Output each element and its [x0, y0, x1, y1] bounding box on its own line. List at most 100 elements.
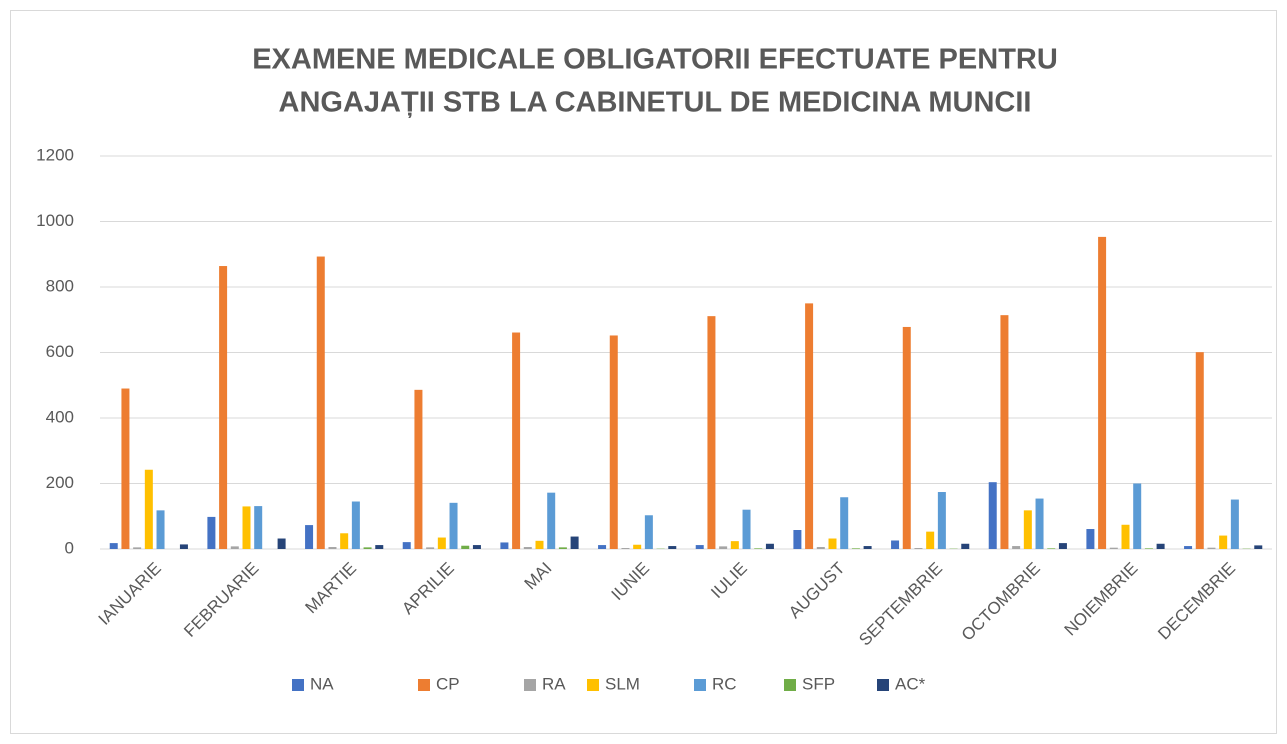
bar — [316, 256, 325, 549]
bar — [1109, 547, 1118, 549]
bar — [633, 544, 642, 549]
y-tick-label: 1000 — [36, 211, 74, 230]
bar — [609, 335, 618, 549]
bar — [570, 536, 579, 549]
y-tick-label: 0 — [65, 538, 74, 557]
chart-title: ANGAJAȚII STB LA CABINETUL DE MEDICINA M… — [279, 87, 1032, 119]
bar — [207, 516, 216, 549]
bar — [1023, 510, 1032, 549]
bar — [851, 548, 860, 549]
bar — [1121, 524, 1130, 549]
bar — [1156, 543, 1165, 549]
legend-swatch — [524, 679, 536, 691]
bar — [1254, 545, 1263, 549]
bar — [363, 547, 372, 549]
bar — [472, 545, 481, 549]
bar — [277, 538, 286, 549]
bar — [644, 515, 653, 549]
bar — [828, 538, 837, 549]
chart-title: EXAMENE MEDICALE OBLIGATORII EFECTUATE P… — [252, 44, 1058, 76]
bar — [219, 266, 228, 549]
bar — [719, 546, 728, 549]
bar — [414, 389, 423, 549]
bar — [961, 543, 970, 549]
bar — [109, 543, 118, 549]
bar — [1035, 498, 1044, 549]
bar — [754, 548, 763, 549]
legend-label: AC* — [895, 674, 926, 693]
bar — [340, 533, 349, 549]
bar — [707, 316, 716, 549]
bar — [500, 542, 509, 549]
legend-swatch — [694, 679, 706, 691]
bar — [523, 547, 532, 549]
bar — [926, 531, 935, 549]
bar — [449, 502, 458, 549]
legend-swatch — [587, 679, 599, 691]
bar — [742, 509, 751, 549]
bar — [816, 547, 825, 549]
bar — [891, 540, 900, 549]
bar — [765, 543, 774, 549]
legend-swatch — [418, 679, 430, 691]
bar — [426, 547, 435, 549]
legend-label: NA — [310, 674, 334, 693]
bar — [988, 482, 997, 549]
legend-swatch — [877, 679, 889, 691]
bar — [793, 530, 802, 549]
bar — [547, 492, 556, 549]
bar — [133, 547, 142, 549]
legend-swatch — [784, 679, 796, 691]
bar — [1058, 543, 1067, 549]
bar — [230, 546, 239, 549]
bar — [914, 548, 923, 549]
bar — [1195, 352, 1204, 549]
bar — [1133, 483, 1142, 549]
bar — [1000, 315, 1009, 549]
bar — [156, 510, 165, 549]
y-tick-label: 600 — [46, 342, 74, 361]
bar — [179, 544, 188, 549]
bar — [121, 388, 130, 549]
y-tick-label: 800 — [46, 276, 74, 295]
bar — [621, 548, 630, 549]
bar — [1047, 548, 1056, 549]
bar — [1144, 548, 1153, 549]
bar — [937, 492, 946, 549]
bar — [1230, 499, 1239, 549]
bar — [1184, 546, 1193, 549]
bar — [305, 525, 314, 549]
legend-label: SLM — [605, 674, 640, 693]
bar — [598, 545, 607, 549]
bar — [461, 545, 470, 549]
bar — [863, 546, 872, 549]
bar — [254, 506, 263, 549]
legend-label: RC — [712, 674, 737, 693]
bar — [375, 545, 384, 549]
bar — [668, 546, 677, 549]
bar — [351, 501, 360, 549]
bar — [242, 506, 251, 549]
y-tick-label: 1200 — [36, 145, 74, 164]
bar — [558, 547, 567, 549]
bar — [1098, 236, 1107, 549]
y-tick-label: 400 — [46, 407, 74, 426]
bar — [328, 547, 337, 549]
bar — [902, 326, 911, 549]
y-tick-label: 200 — [46, 473, 74, 492]
legend-label: RA — [542, 674, 566, 693]
bar — [805, 303, 814, 549]
bar — [144, 469, 153, 549]
bar — [535, 540, 544, 549]
bar — [1012, 546, 1021, 549]
bar — [1219, 535, 1228, 549]
bar — [1207, 547, 1216, 549]
legend-label: SFP — [802, 674, 835, 693]
bar — [1086, 529, 1095, 549]
bar — [402, 542, 411, 549]
bar — [730, 541, 739, 549]
legend-label: CP — [436, 674, 460, 693]
legend-swatch — [292, 679, 304, 691]
bar — [437, 537, 446, 549]
